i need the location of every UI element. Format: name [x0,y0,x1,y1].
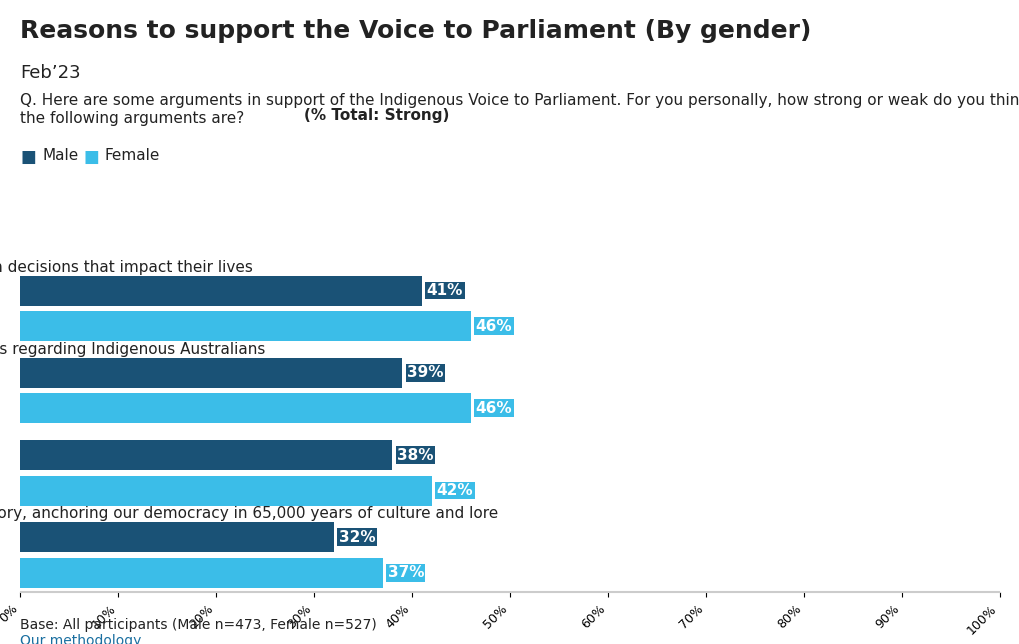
Text: Base: All participants (Male n=473, Female n=527): Base: All participants (Male n=473, Fema… [20,618,377,632]
Text: 37%: 37% [387,565,424,580]
Text: It would give Indigenous Australians the ability to help inform decisions that i: It would give Indigenous Australians the… [0,260,253,275]
Bar [20,558,382,588]
Bar [20,393,471,423]
Text: Q. Here are some arguments in support of the Indigenous Voice to Parliament. For: Q. Here are some arguments in support of… [20,93,1019,126]
Text: Our methodology: Our methodology [20,634,142,644]
Text: Female: Female [104,148,159,163]
Bar [20,311,471,341]
Bar [20,440,392,470]
Text: 42%: 42% [436,483,473,498]
Bar [20,476,431,506]
Text: ■: ■ [84,148,99,166]
Text: 46%: 46% [475,319,512,334]
Text: Feb’23: Feb’23 [20,64,81,82]
Text: It will help governments make more informed policy decisions regarding Indigenou: It will help governments make more infor… [0,342,265,357]
Text: Reasons to support the Voice to Parliament (By gender): Reasons to support the Voice to Parliame… [20,19,811,43]
Bar [20,276,422,305]
Text: 41%: 41% [426,283,463,298]
Text: 46%: 46% [475,401,512,416]
Text: Male: Male [43,148,79,163]
Text: 38%: 38% [397,448,433,462]
Text: (% Total: Strong): (% Total: Strong) [304,108,449,123]
Text: It would unify Australia, allowing us to reconcile with our history, anchoring o: It would unify Australia, allowing us to… [0,506,497,522]
Bar [20,522,333,553]
Bar [20,358,401,388]
Text: 39%: 39% [407,365,443,381]
Text: 32%: 32% [338,530,375,545]
Text: ■: ■ [20,148,36,166]
